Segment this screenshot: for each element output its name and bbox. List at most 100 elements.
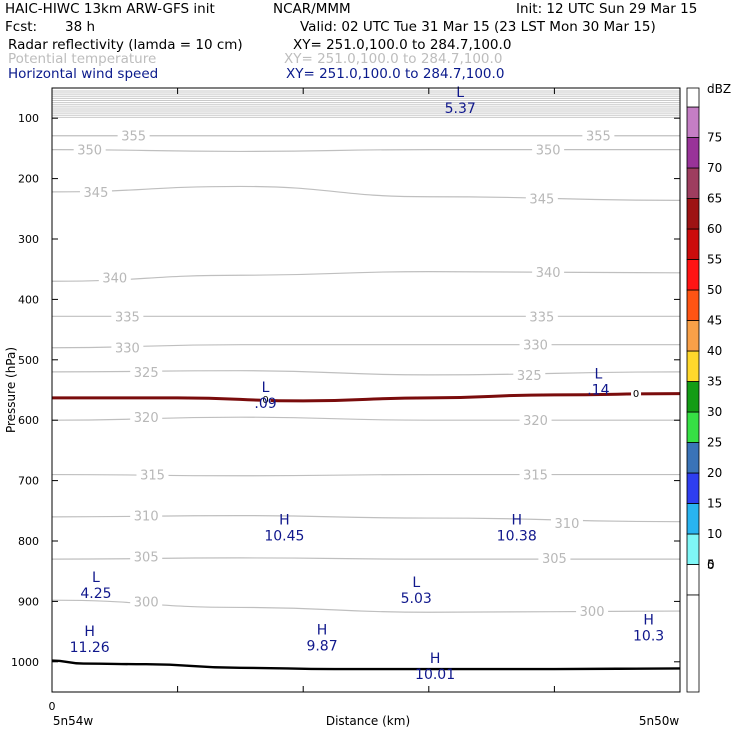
init-time: Init: 12 UTC Sun 29 Mar 15 (516, 1, 698, 17)
y-tick-label: 400 (18, 293, 39, 306)
theta-contour-label: 340 (536, 266, 561, 281)
axes: 100 200 300 400 500 600 700 800 900 1000 (11, 87, 681, 693)
theta-label-bg (130, 410, 163, 425)
colorbar-level-label: 20 (707, 466, 722, 480)
wind-high-marker: H (643, 612, 654, 628)
colorbar-swatch (686, 411, 700, 443)
reflectivity-contour: 00 (52, 388, 680, 406)
theta-label-bg (525, 309, 558, 324)
model-title: HAIC-HIWC 13km ARW-GFS init (5, 1, 215, 17)
theta-label-bg (576, 604, 609, 619)
colorbar-level-label: 0 (707, 558, 715, 572)
theta-contour-label: 315 (523, 469, 548, 484)
colorbar-swatch (686, 564, 700, 596)
theta-contour-label: 305 (134, 551, 159, 566)
theta-contour-label: 325 (517, 369, 542, 384)
theta-label-bg (73, 142, 106, 157)
colorbar-level-label: 40 (707, 344, 722, 358)
colorbar-bottom-cap (686, 594, 700, 693)
theta-label-bg (136, 467, 169, 482)
wind-value-label: .09 (254, 396, 276, 412)
wind-value-label: 10.01 (415, 667, 455, 683)
theta-contour-label: 310 (134, 510, 159, 525)
y-axis-label: Pressure (hPa) (4, 347, 18, 433)
theta-label-bg (525, 191, 558, 206)
y-tick-label: 500 (18, 354, 39, 367)
wind-high-marker: H (511, 513, 522, 529)
theta-label-bg (550, 515, 583, 530)
y-tick-label: 100 (18, 112, 39, 125)
theta-contour-label: 345 (84, 186, 109, 201)
theta-label-bg (582, 128, 615, 143)
theta-label-bg (519, 413, 552, 428)
x-left-endpoint-label: 5n54w (53, 714, 94, 728)
colorbar-level-label: 15 (707, 497, 722, 511)
theta-contour-label: 315 (140, 469, 165, 484)
colorbar-level-label: 75 (707, 131, 722, 145)
theta-label-bg (532, 265, 565, 280)
reflectivity-label-bg (631, 388, 642, 399)
reflectivity-label-bg (260, 394, 271, 405)
upper-contour-band (52, 90, 680, 119)
y-tick-label: 1000 (11, 656, 39, 669)
colorbar-level-label: 55 (707, 253, 722, 267)
x-axis-label: Distance (km) (326, 714, 410, 728)
wind-low-marker: L (594, 367, 602, 383)
wind-high-marker: H (317, 623, 328, 639)
theta-label-bg (117, 128, 150, 143)
theta-label-bg (130, 364, 163, 379)
terrain-surface (52, 659, 680, 671)
valid-time: Valid: 02 UTC Tue 31 Mar 15 (23 LST Mon … (300, 19, 656, 35)
theta-label-bg (519, 337, 552, 352)
wind-value-label: 4.25 (80, 586, 111, 602)
wind-low-marker: L (262, 380, 270, 396)
forecast-label: Fcst: (5, 19, 38, 35)
colorbar-swatch (686, 228, 700, 260)
theta-contour-label: 330 (523, 339, 548, 354)
theta-label-bg (130, 549, 163, 564)
colorbar-level-label: 45 (707, 314, 722, 328)
colorbar-swatch (686, 137, 700, 169)
field-xy-wind-speed: XY= 251.0,100.0 to 284.7,100.0 (286, 66, 505, 82)
colorbar-swatch (686, 106, 700, 138)
reflectivity-contour-label: 0 (262, 395, 268, 406)
theta-contour-label: 320 (134, 411, 159, 426)
colorbar: 05 10 15 20 25 30 35 40 45 50 55 60 65 70 75 dBZ (686, 82, 731, 693)
theta-label-bg (111, 340, 144, 355)
wind-extrema: L5.37L.09L.14H10.45H10.38L4.25L5.03H11.2… (70, 85, 665, 683)
theta-label-bg (513, 367, 546, 382)
theta-contour-label: 305 (542, 552, 567, 567)
field-xy-potential-temperature: XY= 251.0,100.0 to 284.7,100.0 (284, 51, 503, 67)
wind-value-label: 10.38 (497, 529, 537, 545)
colorbar-swatch (686, 503, 700, 535)
y-tick-label: 700 (18, 475, 39, 488)
theta-label-bg (111, 309, 144, 324)
colorbar-swatch (686, 472, 700, 504)
x-start-tick-label: 0 (49, 700, 56, 713)
colorbar-level-label: 35 (707, 375, 722, 389)
wind-high-marker: H (430, 651, 441, 667)
wind-value-label: 9.87 (306, 639, 337, 655)
theta-contour-label: 350 (536, 144, 561, 159)
colorbar-level-label: 30 (707, 405, 722, 419)
wind-value-label: 11.26 (70, 640, 110, 656)
colorbar-swatch (686, 259, 700, 291)
wind-value-label: .14 (587, 383, 609, 399)
y-tick-label: 200 (18, 173, 39, 186)
y-tick-label: 800 (18, 535, 39, 548)
theta-contour-label: 330 (115, 342, 140, 357)
reflectivity-zero-line (52, 392, 680, 403)
theta-contour-label: 325 (134, 366, 159, 381)
theta-contour-label: 335 (529, 310, 554, 325)
theta-label-bg (538, 550, 571, 565)
theta-contour-345 (52, 185, 680, 201)
y-tick-label: 600 (18, 414, 39, 427)
theta-contour-330 (52, 344, 680, 349)
colorbar-level-label: 50 (707, 283, 722, 297)
wind-value-label: 10.45 (264, 529, 304, 545)
wind-value-label: 5.03 (401, 591, 432, 607)
colorbar-level-label: 65 (707, 192, 722, 206)
wind-high-marker: H (279, 513, 290, 529)
theta-contour-label: 300 (134, 595, 159, 610)
wind-low-marker: L (456, 85, 464, 101)
